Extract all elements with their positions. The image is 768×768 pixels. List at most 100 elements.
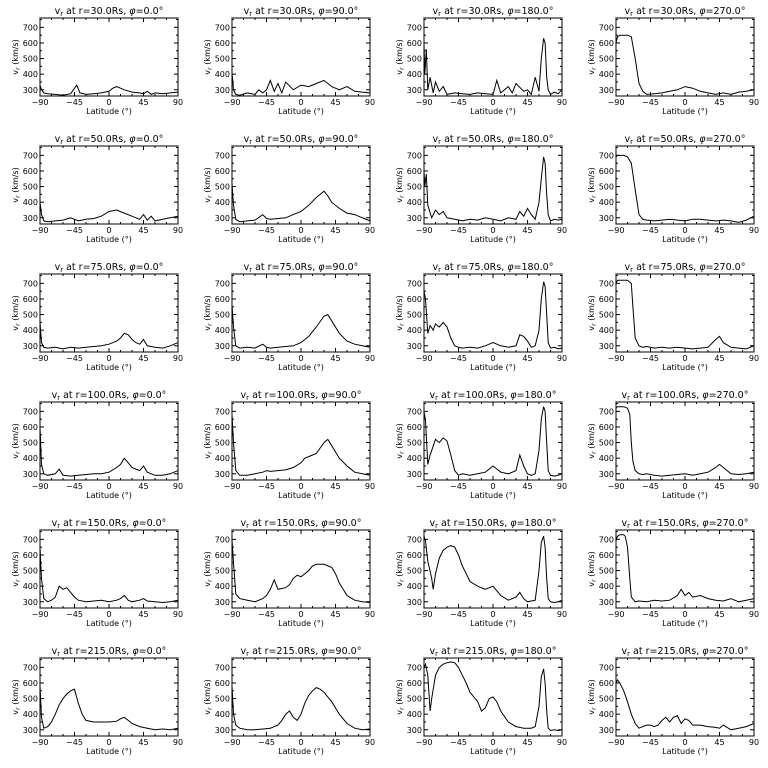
x-axis-label: Latitude (°) (278, 747, 324, 756)
y-tick-label: 500 (407, 55, 422, 64)
y-tick-label: 300 (215, 342, 230, 351)
x-tick-label: 45 (138, 98, 148, 107)
y-tick-label: 700 (23, 151, 38, 160)
y-tick-label: 500 (407, 567, 422, 576)
x-tick-label: 45 (522, 226, 532, 235)
subplot-title: vr at r=30.0Rs, φ=180.0° (433, 6, 554, 18)
y-tick-label: 700 (215, 535, 230, 544)
x-tick-label: 45 (714, 354, 724, 363)
y-tick-label: 400 (407, 198, 422, 207)
series-line (615, 406, 755, 477)
y-tick-label: 400 (23, 326, 38, 335)
y-axis-label: vr (km/s) (11, 679, 22, 715)
x-tick-label: 0 (106, 738, 111, 747)
subplot-3: vr at r=30.0Rs, φ=270.0° −90 −45 0 45 90 300 40… (587, 6, 759, 116)
subplot-22: vr at r=215.0Rs, φ=180.0° −90 −45 0 45 90 300 4… (395, 646, 567, 756)
y-tick-label: 400 (215, 326, 230, 335)
x-tick-label: 0 (298, 610, 303, 619)
x-tick-label: 90 (749, 354, 759, 363)
plot-frame (231, 529, 371, 609)
x-axis-label: Latitude (°) (662, 235, 708, 244)
x-axis-label: Latitude (°) (662, 363, 708, 372)
x-tick-label: 90 (749, 98, 759, 107)
x-tick-label: −90 (416, 482, 433, 491)
x-tick-label: 90 (173, 354, 183, 363)
x-tick-label: 90 (557, 482, 567, 491)
y-tick-label: 700 (23, 407, 38, 416)
subplot-14: vr at r=100.0Rs, φ=180.0° −90 −45 0 45 90 300 4… (395, 390, 567, 500)
plot-frame (231, 17, 371, 97)
x-tick-label: 0 (490, 226, 495, 235)
y-tick-label: 600 (23, 679, 38, 688)
subplot-title: vr at r=100.0Rs, φ=270.0° (622, 390, 749, 402)
subplot-2: vr at r=30.0Rs, φ=180.0° −90 −45 0 45 90 300 40… (395, 6, 567, 116)
y-tick-label: 500 (407, 311, 422, 320)
plot-frame (423, 273, 563, 353)
subplot-8: vr at r=75.0Rs, φ=0.0° −90 −45 0 45 90 300 400 5… (11, 262, 183, 372)
y-tick-label: 700 (23, 535, 38, 544)
y-axis-label: vr (km/s) (203, 679, 214, 715)
series-line (615, 678, 755, 731)
y-tick-label: 500 (599, 311, 614, 320)
x-tick-label: 0 (298, 482, 303, 491)
x-tick-label: 0 (490, 98, 495, 107)
x-tick-label: −90 (608, 98, 625, 107)
y-tick-label: 700 (407, 535, 422, 544)
y-tick-label: 500 (23, 55, 38, 64)
x-tick-label: −45 (450, 482, 467, 491)
y-tick-label: 600 (407, 295, 422, 304)
subplot-5: vr at r=50.0Rs, φ=90.0° −90 −45 0 45 90 300 400… (203, 134, 375, 244)
y-tick-label: 600 (407, 679, 422, 688)
y-tick-label: 300 (599, 726, 614, 735)
x-tick-label: 90 (173, 738, 183, 747)
x-axis-label: Latitude (°) (470, 491, 516, 500)
subplot-title: vr at r=75.0Rs, φ=180.0° (433, 262, 554, 274)
x-tick-label: 90 (557, 226, 567, 235)
subplot-19: vr at r=150.0Rs, φ=270.0° −90 −45 0 45 90 300 4… (587, 518, 759, 628)
y-tick-label: 600 (215, 39, 230, 48)
x-tick-label: 0 (490, 738, 495, 747)
series-line (39, 84, 179, 96)
series-line (615, 34, 755, 95)
x-tick-label: 0 (106, 226, 111, 235)
x-tick-label: 90 (365, 98, 375, 107)
x-tick-label: −45 (450, 98, 467, 107)
x-tick-label: 0 (298, 354, 303, 363)
x-tick-label: −90 (608, 482, 625, 491)
x-tick-label: −45 (642, 482, 659, 491)
x-tick-label: 90 (365, 610, 375, 619)
x-tick-label: −90 (224, 354, 241, 363)
y-tick-label: 400 (407, 582, 422, 591)
y-tick-label: 400 (407, 70, 422, 79)
subplot-title: vr at r=215.0Rs, φ=0.0° (52, 646, 167, 658)
x-tick-label: 90 (749, 226, 759, 235)
plot-frame (423, 145, 563, 225)
plot-frame (231, 145, 371, 225)
subplot-title: vr at r=215.0Rs, φ=180.0° (430, 646, 557, 658)
y-tick-label: 400 (599, 70, 614, 79)
x-tick-label: 90 (557, 610, 567, 619)
subplot-title: vr at r=50.0Rs, φ=90.0° (244, 134, 359, 146)
x-axis-label: Latitude (°) (662, 747, 708, 756)
x-axis-label: Latitude (°) (470, 107, 516, 116)
y-axis-label: vr (km/s) (11, 295, 22, 331)
series-line (423, 536, 563, 604)
x-tick-label: 45 (138, 738, 148, 747)
x-tick-label: 0 (106, 482, 111, 491)
y-axis-label: vr (km/s) (587, 295, 598, 331)
series-line (615, 279, 755, 350)
y-tick-label: 300 (407, 342, 422, 351)
x-tick-label: 0 (490, 482, 495, 491)
subplot-title: vr at r=150.0Rs, φ=90.0° (241, 518, 362, 530)
x-tick-label: 45 (330, 482, 340, 491)
plot-frame (423, 401, 563, 481)
y-axis-label: vr (km/s) (203, 167, 214, 203)
y-tick-label: 700 (215, 663, 230, 672)
x-tick-label: 45 (138, 354, 148, 363)
subplot-17: vr at r=150.0Rs, φ=90.0° −90 −45 0 45 90 300 40… (203, 518, 375, 628)
x-tick-label: −45 (258, 738, 275, 747)
x-axis-label: Latitude (°) (278, 235, 324, 244)
x-tick-label: 0 (298, 98, 303, 107)
y-tick-label: 700 (215, 23, 230, 32)
x-tick-label: −45 (450, 354, 467, 363)
